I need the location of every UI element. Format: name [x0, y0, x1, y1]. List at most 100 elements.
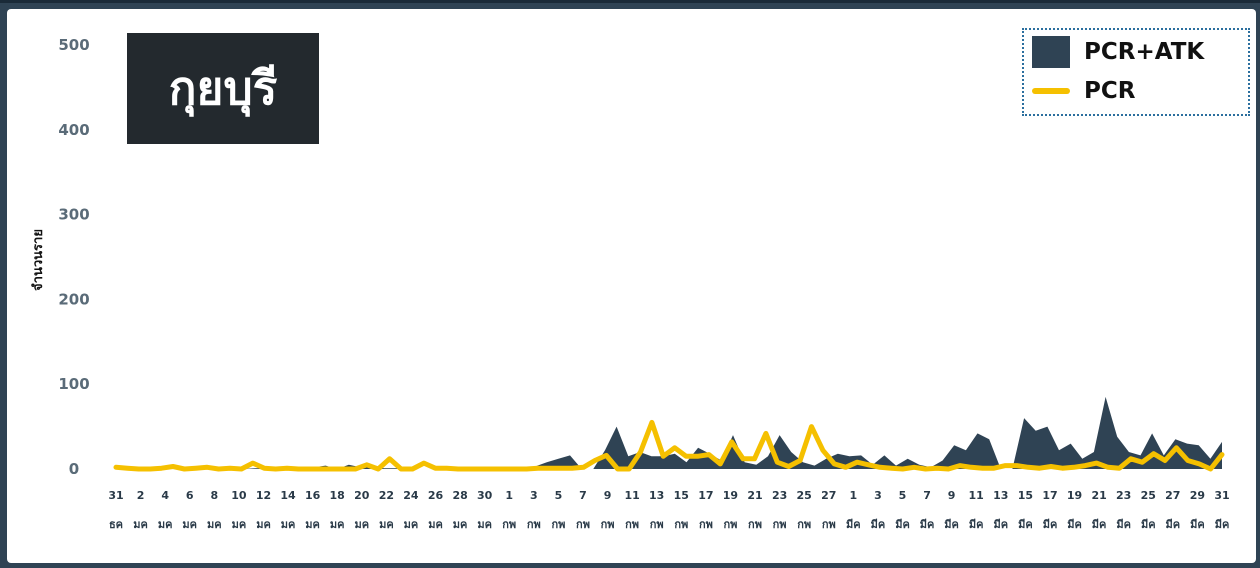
x-tick-day: 19 [723, 489, 738, 502]
x-tick-day: 20 [354, 489, 370, 502]
x-tick-day: 17 [1042, 489, 1057, 502]
x-tick-day: 13 [993, 489, 1008, 502]
x-tick-month: มีค [944, 518, 959, 531]
legend: PCR+ATK PCR [1022, 28, 1250, 116]
x-tick-day: 25 [1141, 489, 1156, 502]
x-tick-day: 21 [1091, 489, 1106, 502]
x-tick-month: มค [133, 518, 148, 531]
x-tick-month: มีค [1018, 518, 1033, 531]
x-tick-day: 21 [747, 489, 762, 502]
x-tick-month: มค [330, 518, 345, 531]
x-tick-day: 15 [674, 489, 689, 502]
x-tick-month: มีค [1141, 518, 1156, 531]
x-tick-day: 30 [477, 489, 493, 502]
x-tick-day: 27 [821, 489, 836, 502]
x-tick-month: มีค [1043, 518, 1058, 531]
x-tick-month: มีค [993, 518, 1008, 531]
x-tick-month: มค [182, 518, 197, 531]
x-tick-month: มีค [895, 518, 910, 531]
y-tick-label: 400 [58, 121, 89, 139]
x-tick-day: 23 [1116, 489, 1131, 502]
plot-area [113, 396, 1225, 472]
x-tick-month: กพ [576, 518, 590, 531]
x-tick-day: 7 [579, 489, 587, 502]
legend-label: PCR+ATK [1084, 39, 1205, 65]
y-tick-label: 200 [58, 290, 89, 308]
x-tick-month: มีค [1190, 518, 1205, 531]
x-tick-month: กพ [699, 518, 713, 531]
x-tick-month: มค [379, 518, 394, 531]
x-tick-month: กพ [502, 518, 516, 531]
x-tick-day: 23 [772, 489, 787, 502]
x-tick-day: 5 [555, 489, 563, 502]
top-strip [0, 0, 1260, 3]
x-tick-month: กพ [674, 518, 688, 531]
x-tick-month: กพ [527, 518, 541, 531]
y-axis-label: จำนวนราย [30, 229, 46, 291]
legend-swatch-line [1032, 88, 1070, 94]
series-area-pcr-atk [116, 396, 1222, 469]
x-tick-month: มีค [1092, 518, 1107, 531]
y-tick-label: 300 [58, 206, 89, 224]
x-tick-month: กพ [773, 518, 787, 531]
legend-label: PCR [1084, 78, 1136, 104]
x-tick-day: 29 [1190, 489, 1205, 502]
x-tick-month: มค [354, 518, 369, 531]
series-line-pcr [113, 419, 1225, 472]
x-tick-day: 27 [1165, 489, 1180, 502]
x-tick-day: 15 [1018, 489, 1033, 502]
x-tick-day: 9 [948, 489, 956, 502]
x-tick-day: 8 [210, 489, 218, 502]
x-tick-day: 16 [305, 489, 321, 502]
y-axis-ticks: 0 100 200 300 400 500 [58, 36, 89, 478]
x-tick-day: 10 [231, 489, 247, 502]
x-tick-month: มีค [1067, 518, 1082, 531]
x-tick-month: มีค [1165, 518, 1180, 531]
x-axis-ticks: 31ธค2มค4มค6มค8มค10มค12มค14มค16มค18มค20มค… [108, 489, 1229, 531]
x-tick-day: 7 [923, 489, 931, 502]
x-tick-day: 11 [624, 489, 639, 502]
x-tick-month: กพ [650, 518, 664, 531]
x-tick-month: มค [453, 518, 468, 531]
x-tick-day: 22 [379, 489, 394, 502]
x-tick-day: 11 [969, 489, 984, 502]
x-tick-day: 3 [530, 489, 538, 502]
x-tick-day: 19 [1067, 489, 1082, 502]
x-tick-month: กพ [748, 518, 762, 531]
x-tick-month: มีค [871, 518, 886, 531]
x-tick-month: มค [207, 518, 222, 531]
x-tick-day: 3 [874, 489, 882, 502]
x-tick-day: 5 [899, 489, 907, 502]
x-tick-day: 31 [1214, 489, 1229, 502]
x-tick-month: มค [232, 518, 247, 531]
x-tick-day: 12 [256, 489, 271, 502]
x-tick-day: 28 [452, 489, 467, 502]
x-tick-month: มค [428, 518, 443, 531]
x-tick-month: มค [404, 518, 419, 531]
x-tick-day: 4 [161, 489, 169, 502]
x-tick-month: มีค [1215, 518, 1230, 531]
x-tick-day: 24 [403, 489, 419, 502]
y-tick-label: 500 [58, 36, 89, 54]
x-tick-month: มค [256, 518, 271, 531]
x-tick-day: 14 [280, 489, 296, 502]
x-tick-day: 6 [186, 489, 194, 502]
x-tick-month: มีค [846, 518, 861, 531]
x-tick-day: 9 [604, 489, 612, 502]
x-tick-month: มค [305, 518, 320, 531]
x-tick-month: กพ [797, 518, 811, 531]
x-tick-day: 17 [698, 489, 713, 502]
legend-item-pcr: PCR [1024, 78, 1135, 104]
y-tick-label: 0 [69, 460, 79, 478]
x-tick-day: 18 [330, 489, 345, 502]
x-tick-month: มีค [969, 518, 984, 531]
x-tick-day: 31 [108, 489, 123, 502]
district-title: กุยบุรี [127, 33, 319, 144]
x-tick-month: กพ [822, 518, 836, 531]
x-tick-day: 26 [428, 489, 444, 502]
x-tick-day: 13 [649, 489, 664, 502]
x-tick-month: มีค [920, 518, 935, 531]
x-tick-day: 1 [849, 489, 857, 502]
